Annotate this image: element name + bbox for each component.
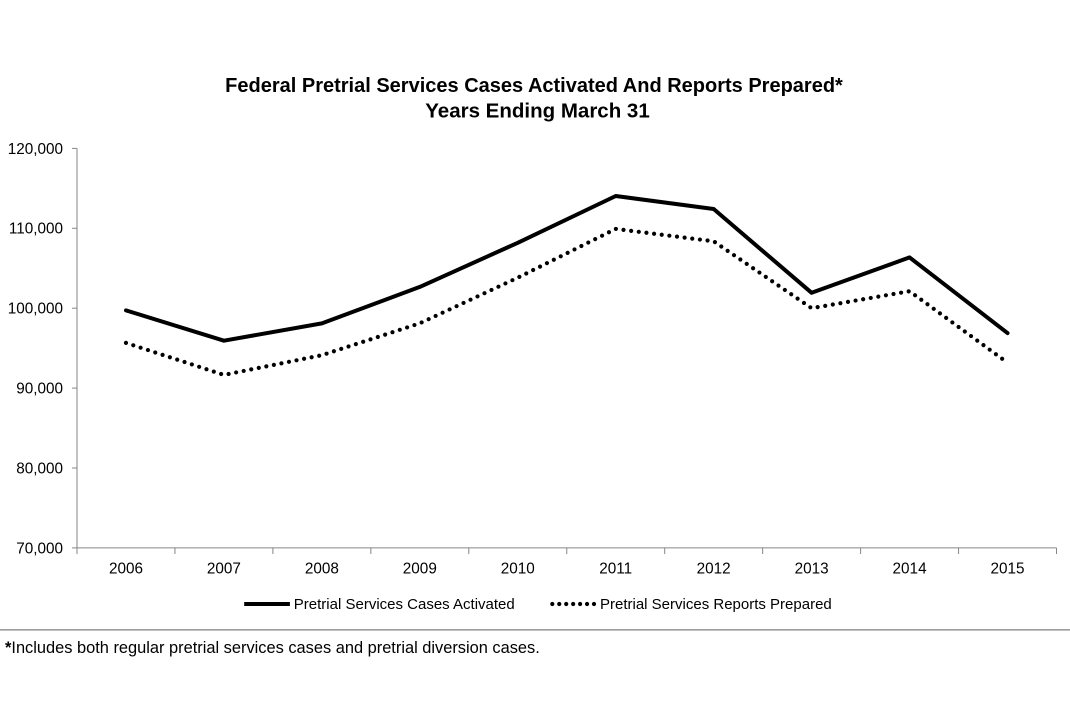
svg-text:Pretrial Services Cases Activa: Pretrial Services Cases Activated bbox=[294, 596, 515, 613]
svg-text:Federal Pretrial Services Case: Federal Pretrial Services Cases Activate… bbox=[225, 75, 843, 97]
svg-text:2012: 2012 bbox=[697, 561, 731, 578]
svg-text:2013: 2013 bbox=[795, 561, 829, 578]
svg-text:120,000: 120,000 bbox=[8, 141, 63, 158]
svg-text:2008: 2008 bbox=[305, 561, 339, 578]
svg-text:2011: 2011 bbox=[599, 561, 632, 578]
svg-text:100,000: 100,000 bbox=[8, 301, 63, 318]
svg-text:Pretrial Services Reports Prep: Pretrial Services Reports Prepared bbox=[600, 596, 832, 613]
svg-text:2015: 2015 bbox=[991, 561, 1025, 578]
svg-text:Years Ending March 31: Years Ending March 31 bbox=[425, 100, 649, 123]
svg-text:2010: 2010 bbox=[501, 561, 535, 578]
svg-text:110,000: 110,000 bbox=[9, 221, 63, 238]
svg-text:2006: 2006 bbox=[109, 561, 143, 578]
svg-text:80,000: 80,000 bbox=[16, 460, 63, 477]
svg-text:*Includes both regular pretria: *Includes both regular pretrial services… bbox=[5, 639, 540, 657]
svg-text:70,000: 70,000 bbox=[16, 540, 63, 557]
svg-text:2007: 2007 bbox=[207, 561, 241, 578]
svg-text:2009: 2009 bbox=[403, 561, 437, 578]
svg-text:2014: 2014 bbox=[893, 561, 928, 578]
svg-text:90,000: 90,000 bbox=[16, 381, 63, 398]
